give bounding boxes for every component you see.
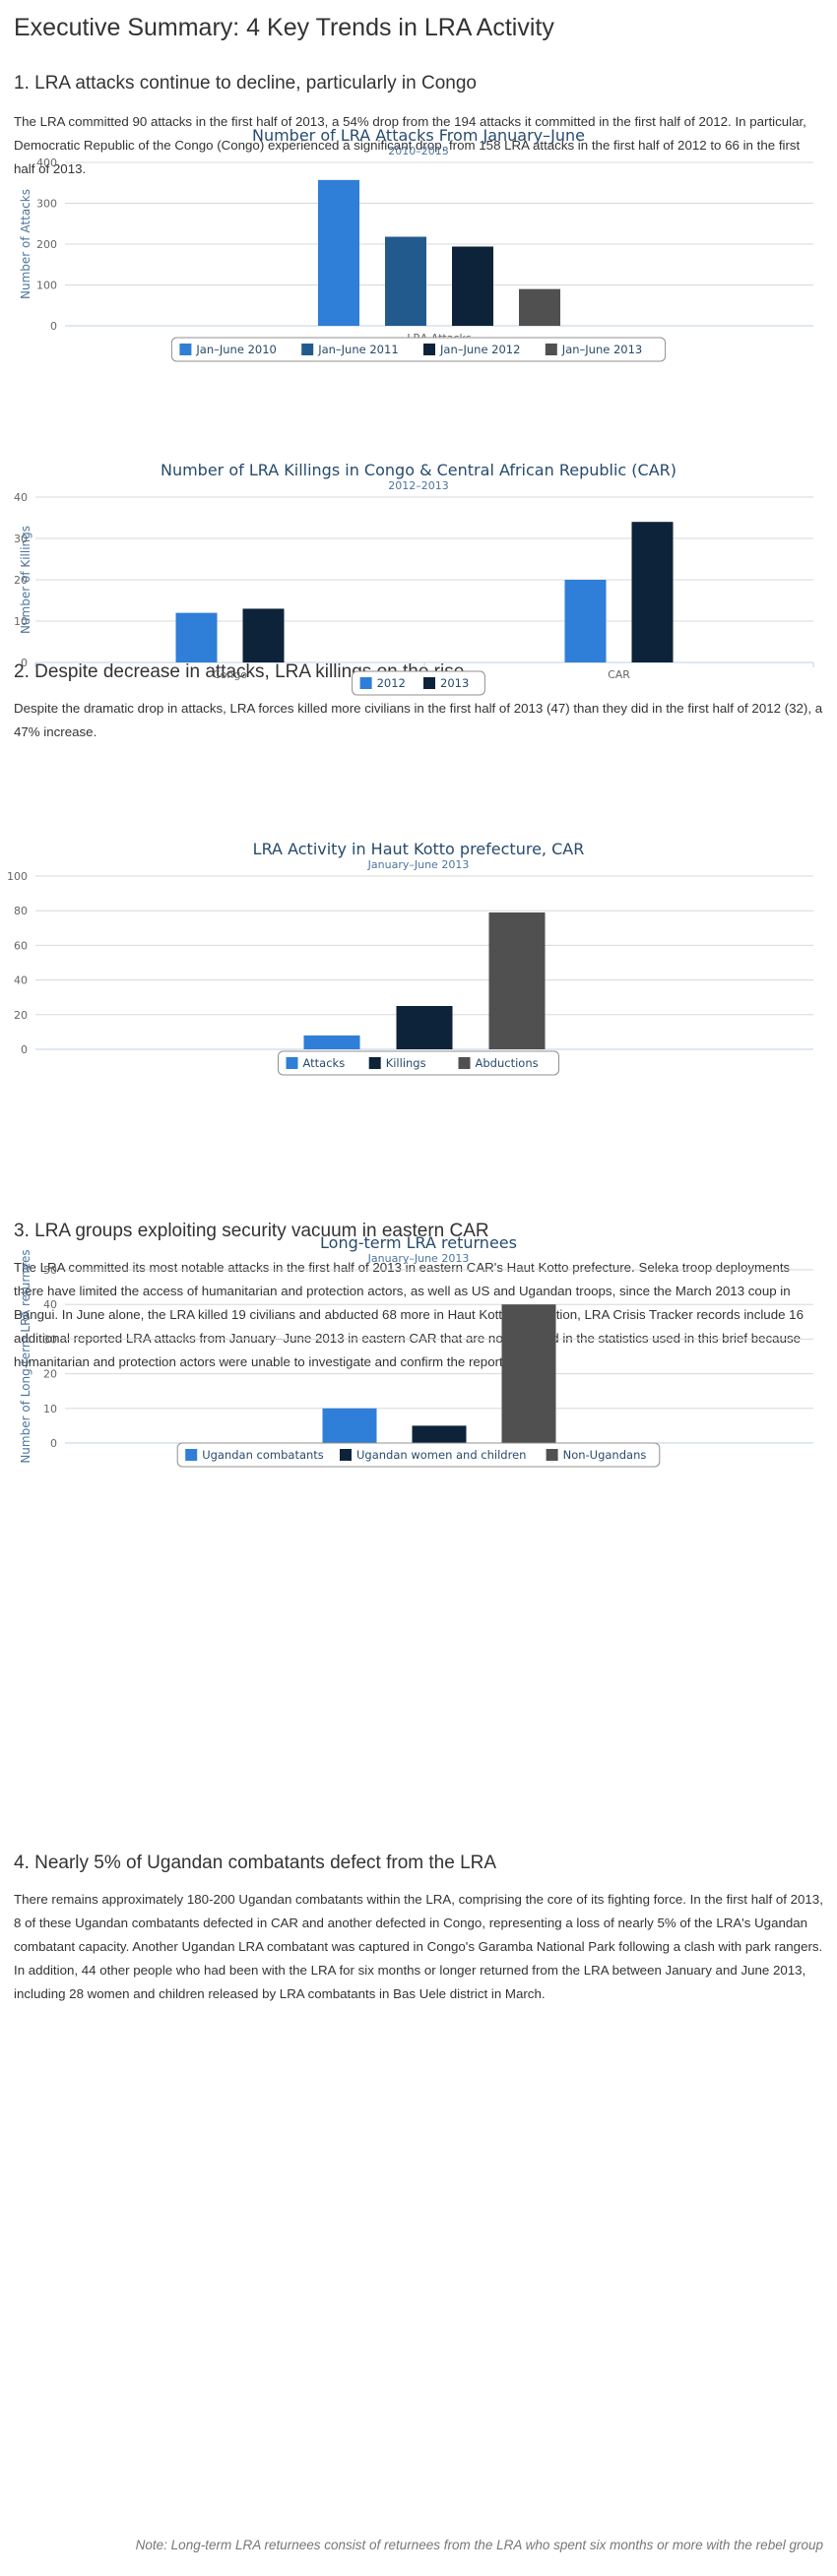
y-tick-label: 10 bbox=[43, 1403, 57, 1415]
chart-subtitle: January–June 2013 bbox=[367, 1252, 470, 1265]
legend: Attacks Killings Abductions bbox=[278, 1050, 559, 1076]
legend-swatch bbox=[179, 344, 192, 355]
legend-swatch bbox=[546, 1449, 558, 1461]
legend: Jan–June 2010 Jan–June 2011 Jan–June 2012 J… bbox=[170, 337, 667, 362]
y-tick-label: 200 bbox=[36, 238, 57, 251]
legend-label: Killings bbox=[386, 1056, 426, 1070]
y-tick-label: 40 bbox=[43, 1298, 57, 1311]
y-tick-label: 10 bbox=[14, 615, 28, 628]
chart-title: Number of LRA Killings in Congo & Centra… bbox=[161, 461, 676, 479]
chart-title: Long-term LRA returnees bbox=[320, 1233, 517, 1252]
legend-box bbox=[170, 337, 667, 362]
legend-swatch bbox=[423, 344, 435, 355]
y-tick-label: 300 bbox=[36, 198, 57, 211]
legend-label: Jan–June 2012 bbox=[439, 343, 520, 356]
chart-attacks-svg: Number of LRA Attacks From January–June2… bbox=[19, 126, 813, 362]
legend-box bbox=[278, 1050, 559, 1076]
legend-swatch bbox=[545, 344, 557, 355]
y-tick-label: 30 bbox=[43, 1333, 57, 1346]
legend-label: Jan–June 2011 bbox=[317, 343, 398, 356]
bar-2013 bbox=[242, 608, 285, 662]
chart-subtitle: 2012–2013 bbox=[388, 479, 449, 492]
page-title: Executive Summary: 4 Key Trends in LRA A… bbox=[14, 14, 554, 41]
legend-label: 2013 bbox=[440, 676, 469, 690]
chart-subtitle: 2010–2013 bbox=[388, 145, 449, 157]
bar-jan-june-2013 bbox=[519, 288, 560, 326]
section-1-heading: 1. LRA attacks continue to decline, part… bbox=[14, 73, 477, 94]
y-axis-label: Number of Long-term LRA returnees bbox=[19, 1249, 32, 1463]
legend-label: Non-Ugandans bbox=[563, 1448, 647, 1462]
legend-box bbox=[352, 670, 485, 696]
y-tick-label: 20 bbox=[14, 574, 28, 587]
y-axis-label: Number of Killings bbox=[19, 526, 32, 634]
bar-killings bbox=[396, 1006, 453, 1049]
bar-2012 bbox=[564, 580, 607, 662]
chart-title: LRA Activity in Haut Kotto prefecture, C… bbox=[253, 840, 585, 858]
legend-label: Ugandan women and children bbox=[356, 1448, 526, 1462]
y-tick-label: 40 bbox=[14, 974, 28, 987]
legend-swatch bbox=[185, 1449, 198, 1461]
bar-ugandan-combatants bbox=[322, 1408, 377, 1443]
y-tick-label: 40 bbox=[14, 491, 28, 504]
legend-label: Attacks bbox=[303, 1056, 346, 1070]
bar-2013 bbox=[631, 522, 674, 662]
legend-label: Jan–June 2013 bbox=[561, 343, 642, 356]
chart-haut-kotto: LRA Activity in Haut Kotto prefecture, C… bbox=[0, 831, 837, 1083]
legend: 2012 2013 bbox=[352, 670, 485, 696]
legend-label: 2012 bbox=[377, 676, 406, 690]
legend-swatch bbox=[368, 1057, 381, 1069]
x-category-label: Congo bbox=[213, 668, 247, 681]
y-axis-label: Number of Attacks bbox=[19, 189, 32, 299]
legend-swatch bbox=[458, 1057, 471, 1069]
y-tick-label: 50 bbox=[43, 1264, 57, 1277]
section-3-heading: 3. LRA groups exploiting security vacuum… bbox=[14, 1221, 489, 1241]
y-tick-label: 100 bbox=[7, 870, 28, 883]
chart-killings-svg: Number of LRA Killings in Congo & Centra… bbox=[14, 461, 814, 696]
y-tick-label: 0 bbox=[21, 1043, 28, 1056]
legend-box bbox=[176, 1442, 661, 1468]
section-3-body: The LRA committed its most notable attac… bbox=[14, 1260, 804, 1369]
chart-title: Number of LRA Attacks From January–June bbox=[252, 126, 585, 145]
legend-label: Abductions bbox=[476, 1056, 539, 1070]
chart-killings: Number of LRA Killings in Congo & Centra… bbox=[0, 452, 837, 703]
section-1-body: The LRA committed 90 attacks in the firs… bbox=[14, 114, 806, 176]
bar-jan-june-2012 bbox=[452, 246, 493, 326]
chart-attacks: Number of LRA Attacks From January–June 2… bbox=[0, 117, 837, 369]
chart-subtitle: January–June 2013 bbox=[367, 858, 470, 871]
legend-swatch bbox=[423, 677, 435, 689]
y-tick-label: 100 bbox=[36, 280, 57, 292]
y-tick-label: 80 bbox=[14, 905, 28, 917]
legend-label: Jan–June 2010 bbox=[195, 343, 276, 356]
legend-swatch bbox=[340, 1449, 352, 1461]
section-4-body: There remains approximately 180-200 Ugan… bbox=[14, 1892, 823, 2001]
section-4-heading: 4. Nearly 5% of Ugandan combatants defec… bbox=[14, 1853, 497, 1873]
footnote: Note: Long-term LRA returnees consist of… bbox=[135, 2538, 823, 2552]
bar-attacks bbox=[303, 1035, 360, 1049]
bar-jan-june-2010 bbox=[318, 179, 359, 326]
legend-swatch bbox=[301, 344, 314, 355]
bar-abductions bbox=[488, 911, 546, 1049]
y-tick-label: 0 bbox=[21, 657, 28, 669]
y-tick-label: 0 bbox=[50, 1437, 57, 1450]
bar-ugandan-women-and-children bbox=[412, 1425, 467, 1443]
y-tick-label: 30 bbox=[14, 533, 28, 545]
y-tick-label: 0 bbox=[50, 320, 57, 333]
y-tick-label: 20 bbox=[14, 1009, 28, 1022]
section-2-body: Despite the dramatic drop in attacks, LR… bbox=[14, 701, 823, 739]
legend-label: Ugandan combatants bbox=[202, 1448, 324, 1462]
section-2-heading: 2. Despite decrease in attacks, LRA kill… bbox=[14, 661, 465, 682]
chart-returnees: Long-term LRA returnees January–June 2013… bbox=[0, 1225, 837, 1475]
y-tick-label: 60 bbox=[14, 939, 28, 952]
y-tick-label: 400 bbox=[36, 157, 57, 169]
chart-haut-kotto-svg: LRA Activity in Haut Kotto prefecture, C… bbox=[7, 840, 813, 1076]
legend: Ugandan combatants Ugandan women and chil… bbox=[176, 1442, 661, 1468]
y-tick-label: 20 bbox=[43, 1368, 57, 1381]
bar-non-ugandans bbox=[501, 1304, 556, 1443]
legend-swatch bbox=[286, 1057, 298, 1069]
bar-2012 bbox=[175, 612, 218, 662]
x-category-label: CAR bbox=[608, 668, 630, 681]
bar-jan-june-2011 bbox=[385, 236, 426, 326]
legend-swatch bbox=[359, 677, 372, 689]
